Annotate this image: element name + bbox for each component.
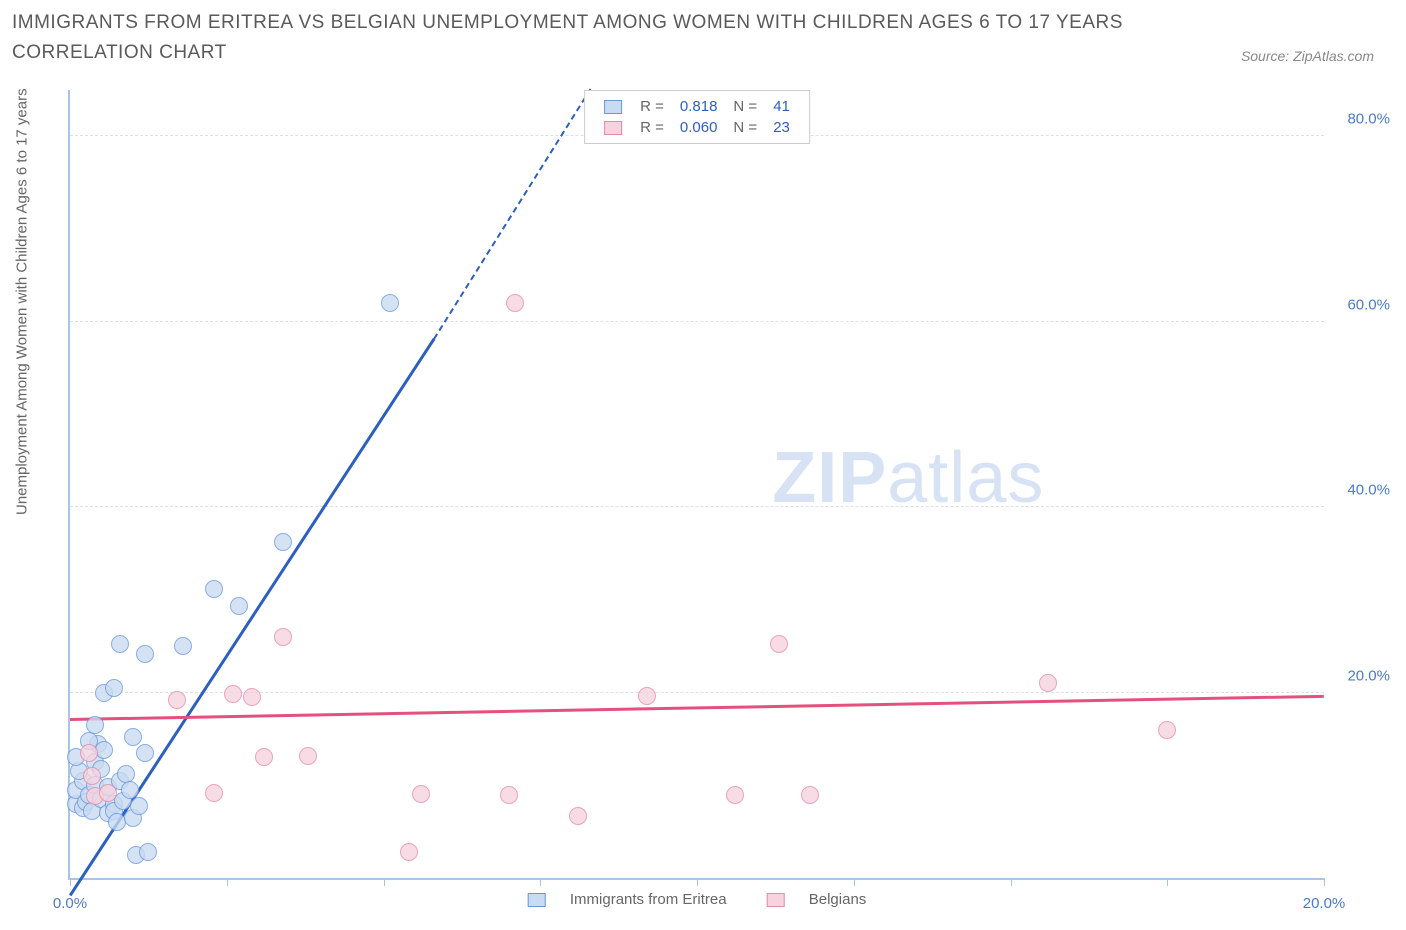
legend-series: Immigrants from Eritrea Belgians (508, 890, 887, 908)
data-point (174, 637, 192, 655)
y-tick-label: 40.0% (1347, 482, 1390, 499)
data-point (105, 679, 123, 697)
y-tick-label: 80.0% (1347, 111, 1390, 128)
x-tick (854, 878, 855, 886)
data-point (111, 635, 129, 653)
legend-r-label: R = (633, 97, 671, 116)
data-point (801, 786, 819, 804)
x-tick (1324, 878, 1325, 886)
legend-r-value: 0.818 (673, 97, 725, 116)
x-tick (1011, 878, 1012, 886)
data-point (230, 597, 248, 615)
data-point (274, 628, 292, 646)
data-point (569, 807, 587, 825)
x-tick (70, 878, 71, 886)
data-point (381, 294, 399, 312)
data-point (500, 786, 518, 804)
data-point (99, 784, 117, 802)
y-tick-label: 20.0% (1347, 667, 1390, 684)
legend-correlation: R =0.818N =41R =0.060N =23 (584, 90, 810, 144)
gridline (70, 321, 1324, 322)
source-label: Source: ZipAtlas.com (1241, 48, 1374, 64)
data-point (1158, 721, 1176, 739)
x-tick-label: 20.0% (1303, 895, 1346, 912)
data-point (770, 635, 788, 653)
legend-label: Belgians (809, 891, 867, 908)
data-point (726, 786, 744, 804)
data-point (124, 728, 142, 746)
trendline (69, 338, 435, 896)
data-point (506, 294, 524, 312)
data-point (168, 691, 186, 709)
legend-swatch (767, 893, 785, 907)
x-tick-label: 0.0% (53, 895, 87, 912)
gridline (70, 506, 1324, 507)
data-point (638, 687, 656, 705)
data-point (95, 741, 113, 759)
legend-n-value: 41 (766, 97, 797, 116)
data-point (400, 843, 418, 861)
data-point (136, 744, 154, 762)
legend-r-label: R = (633, 118, 671, 137)
data-point (1039, 674, 1057, 692)
legend-n-label: N = (726, 97, 764, 116)
data-point (255, 748, 273, 766)
y-tick-label: 60.0% (1347, 296, 1390, 313)
plot-area: ZIPatlas R =0.818N =41R =0.060N =23 Immi… (68, 90, 1324, 880)
legend-row: R =0.818N =41 (597, 97, 797, 116)
data-point (243, 688, 261, 706)
legend-label: Immigrants from Eritrea (570, 891, 727, 908)
legend-r-value: 0.060 (673, 118, 725, 137)
x-tick (540, 878, 541, 886)
page-title: IMMIGRANTS FROM ERITREA VS BELGIAN UNEMP… (12, 8, 1132, 69)
y-axis-label: Unemployment Among Women with Children A… (14, 495, 31, 515)
legend-swatch (604, 121, 622, 135)
x-tick (1167, 878, 1168, 886)
data-point (136, 645, 154, 663)
data-point (299, 747, 317, 765)
data-point (139, 843, 157, 861)
legend-n-value: 23 (766, 118, 797, 137)
legend-swatch (528, 893, 546, 907)
data-point (205, 580, 223, 598)
data-point (274, 533, 292, 551)
data-point (80, 744, 98, 762)
x-tick (384, 878, 385, 886)
data-point (83, 767, 101, 785)
x-tick (697, 878, 698, 886)
legend-row: R =0.060N =23 (597, 118, 797, 137)
data-point (412, 785, 430, 803)
legend-item: Immigrants from Eritrea (518, 890, 737, 907)
data-point (130, 797, 148, 815)
legend-n-label: N = (726, 118, 764, 137)
data-point (86, 716, 104, 734)
data-point (205, 784, 223, 802)
legend-item: Belgians (757, 890, 877, 907)
data-point (224, 685, 242, 703)
x-tick (227, 878, 228, 886)
chart-container: Unemployment Among Women with Children A… (12, 90, 1394, 920)
legend-swatch (604, 100, 622, 114)
